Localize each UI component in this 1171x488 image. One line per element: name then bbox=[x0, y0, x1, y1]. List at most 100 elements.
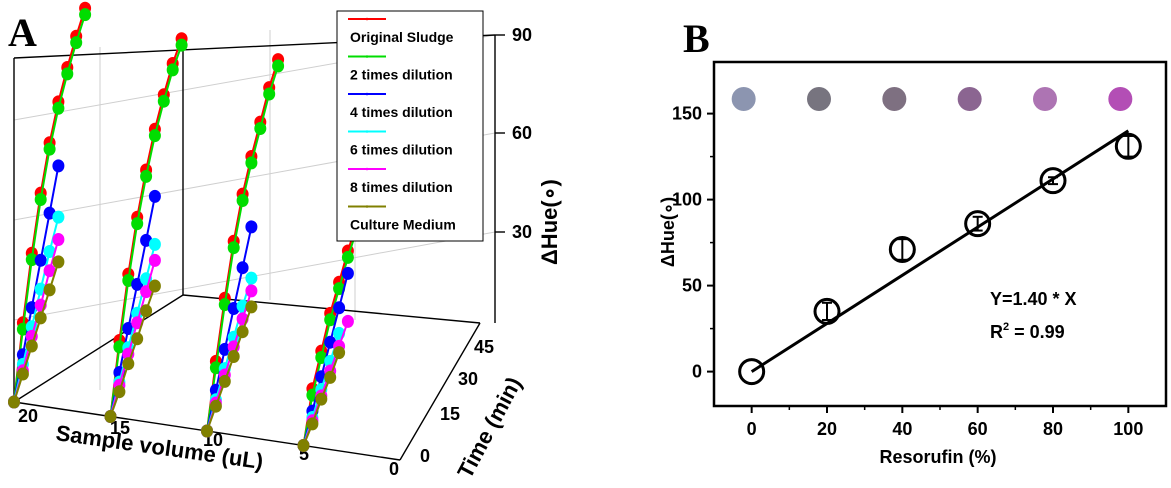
swatch-4 bbox=[1033, 87, 1057, 111]
data-point bbox=[113, 385, 126, 399]
panel-a-z-axis bbox=[495, 34, 505, 233]
panel-b-axes: 0 20 40 60 80 100 0 50 100 150 bbox=[672, 104, 1143, 439]
r-squared: R2 = 0.99 bbox=[990, 321, 1065, 342]
swatch-0 bbox=[731, 87, 756, 111]
data-point bbox=[254, 122, 267, 135]
data-point bbox=[25, 339, 38, 353]
panel-a-letter: A bbox=[8, 10, 37, 55]
legend-marker-2 bbox=[365, 92, 369, 96]
data-point bbox=[52, 210, 65, 224]
legend-label-4: 8 times dilution bbox=[350, 179, 453, 195]
data-point-0 bbox=[738, 358, 766, 386]
x-tick-label: 20 bbox=[817, 419, 837, 439]
x-tick-label: 60 bbox=[968, 419, 988, 439]
data-point bbox=[8, 395, 20, 409]
data-point bbox=[227, 350, 240, 363]
color-swatches bbox=[731, 87, 1133, 111]
data-point bbox=[245, 156, 258, 170]
panel-b-scatter: B 0 20 40 60 80 100 0 50 100 150 Resorufin (%) ΔH… bbox=[658, 16, 1168, 467]
data-point bbox=[175, 38, 188, 52]
x-tick-label: 40 bbox=[892, 419, 912, 439]
x-tick-30: 30 bbox=[458, 369, 478, 389]
b-x-axis-label: Resorufin (%) bbox=[880, 447, 997, 467]
legend-box bbox=[336, 10, 484, 242]
x-axis-label: Time (min) bbox=[452, 373, 526, 483]
legend-marker-0 bbox=[365, 17, 369, 21]
data-point bbox=[209, 361, 222, 375]
data-point bbox=[315, 392, 328, 406]
data-point-5 bbox=[1114, 132, 1142, 160]
data-point bbox=[52, 255, 65, 269]
data-point bbox=[148, 253, 161, 267]
data-point bbox=[148, 129, 161, 143]
swatch-1 bbox=[807, 87, 831, 111]
y-axis-label: Sample volume (uL) bbox=[54, 420, 264, 474]
z-tick-60: 60 bbox=[512, 123, 532, 143]
z-axis-label: ΔHue(∘) bbox=[537, 179, 562, 265]
x-tick-label: 100 bbox=[1113, 419, 1143, 439]
y-tick-label: 100 bbox=[672, 190, 702, 210]
y-tick-0: 0 bbox=[389, 459, 399, 479]
legend-label-2: 4 times dilution bbox=[350, 104, 453, 120]
data-point bbox=[245, 271, 258, 285]
data-point bbox=[209, 399, 222, 413]
panel-a-data bbox=[8, 1, 372, 452]
x-tick-label: 80 bbox=[1043, 419, 1063, 439]
data-point bbox=[157, 94, 170, 108]
data-point bbox=[306, 417, 319, 431]
data-point bbox=[245, 300, 258, 314]
x-tick-0: 0 bbox=[420, 446, 430, 466]
data-point bbox=[79, 8, 92, 22]
legend-marker-4 bbox=[365, 167, 369, 171]
data-point bbox=[140, 169, 153, 183]
data-point bbox=[236, 325, 249, 339]
legend-label-5: Culture Medium bbox=[350, 217, 456, 233]
data-point-4 bbox=[1039, 167, 1067, 195]
swatch-2 bbox=[882, 87, 907, 111]
data-point bbox=[148, 189, 161, 203]
data-point bbox=[333, 346, 346, 360]
data-point bbox=[236, 261, 249, 275]
data-point bbox=[297, 439, 310, 452]
data-point bbox=[70, 36, 83, 50]
y-tick-label: 150 bbox=[672, 104, 702, 124]
z-tick-30: 30 bbox=[512, 222, 532, 242]
data-point bbox=[34, 193, 47, 206]
data-point bbox=[43, 142, 56, 156]
data-point-2 bbox=[888, 235, 916, 263]
legend-marker-3 bbox=[365, 130, 369, 133]
data-point bbox=[245, 220, 258, 234]
data-point bbox=[61, 67, 74, 81]
data-point bbox=[140, 304, 153, 318]
z-tick-90: 90 bbox=[512, 25, 532, 45]
data-point bbox=[25, 253, 38, 267]
x-tick-45: 45 bbox=[474, 337, 494, 357]
data-point bbox=[341, 266, 354, 280]
y-tick-15: 15 bbox=[110, 418, 130, 438]
data-point bbox=[333, 301, 346, 315]
data-point bbox=[140, 285, 153, 299]
legend-marker-5 bbox=[365, 205, 369, 208]
data-point bbox=[245, 284, 258, 298]
data-point bbox=[43, 264, 56, 278]
x-tick-label: 0 bbox=[747, 419, 757, 439]
y-tick-label: 50 bbox=[682, 276, 702, 296]
data-point bbox=[341, 250, 354, 264]
data-point bbox=[113, 340, 126, 354]
data-point bbox=[131, 277, 144, 291]
data-point bbox=[52, 101, 65, 115]
data-point bbox=[324, 313, 337, 327]
data-point bbox=[227, 241, 240, 255]
y-tick-20: 20 bbox=[18, 406, 38, 426]
data-point bbox=[43, 245, 56, 258]
data-point bbox=[16, 367, 29, 381]
data-point bbox=[52, 233, 65, 246]
data-point bbox=[341, 314, 354, 328]
swatch-5 bbox=[1108, 87, 1133, 111]
data-point bbox=[131, 332, 144, 346]
y-tick-label: 0 bbox=[692, 362, 702, 382]
series-line-1-vol-10 bbox=[206, 65, 280, 432]
data-point bbox=[122, 357, 135, 371]
swatch-3 bbox=[957, 87, 982, 111]
